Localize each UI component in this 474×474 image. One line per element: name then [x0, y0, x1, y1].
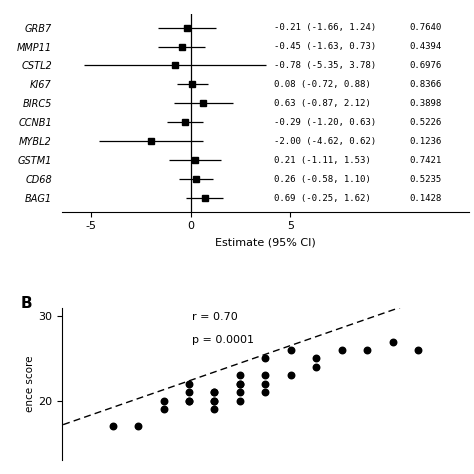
Text: 0.08 (-0.72, 0.88): 0.08 (-0.72, 0.88)	[274, 80, 371, 89]
Point	[236, 380, 244, 388]
Point	[338, 346, 346, 354]
Text: r = 0.70: r = 0.70	[192, 312, 238, 322]
Point	[210, 397, 218, 404]
Text: 0.1428: 0.1428	[410, 194, 442, 203]
Text: -0.29 (-1.20, 0.63): -0.29 (-1.20, 0.63)	[274, 118, 376, 127]
Point	[185, 397, 193, 404]
Point	[389, 338, 397, 346]
Point	[236, 380, 244, 388]
Point	[160, 405, 167, 413]
Point	[185, 397, 193, 404]
Text: 0.63 (-0.87, 2.12): 0.63 (-0.87, 2.12)	[274, 99, 371, 108]
Text: 0.4394: 0.4394	[410, 42, 442, 51]
Point	[160, 397, 167, 404]
Point	[236, 389, 244, 396]
Text: -0.78 (-5.35, 3.78): -0.78 (-5.35, 3.78)	[274, 61, 376, 70]
Point	[185, 380, 193, 388]
Text: 0.6976: 0.6976	[410, 61, 442, 70]
Point	[364, 346, 371, 354]
Point	[262, 389, 269, 396]
Point	[210, 397, 218, 404]
Point	[210, 389, 218, 396]
Point	[414, 346, 422, 354]
Text: -2.00 (-4.62, 0.62): -2.00 (-4.62, 0.62)	[274, 137, 376, 146]
Text: 0.5235: 0.5235	[410, 175, 442, 184]
Text: 0.5226: 0.5226	[410, 118, 442, 127]
Point	[312, 363, 320, 371]
Point	[287, 346, 295, 354]
Point	[312, 355, 320, 362]
Text: -0.21 (-1.66, 1.24): -0.21 (-1.66, 1.24)	[274, 23, 376, 32]
Point	[134, 422, 142, 430]
Text: 0.1236: 0.1236	[410, 137, 442, 146]
Point	[236, 372, 244, 379]
Text: 0.21 (-1.11, 1.53): 0.21 (-1.11, 1.53)	[274, 156, 371, 165]
Point	[236, 397, 244, 404]
Point	[287, 372, 295, 379]
Text: 0.3898: 0.3898	[410, 99, 442, 108]
Y-axis label: ence score: ence score	[25, 356, 35, 412]
Point	[210, 389, 218, 396]
Text: 0.69 (-0.25, 1.62): 0.69 (-0.25, 1.62)	[274, 194, 371, 203]
Text: B: B	[21, 296, 33, 310]
Text: p = 0.0001: p = 0.0001	[192, 335, 254, 345]
Text: -0.45 (-1.63, 0.73): -0.45 (-1.63, 0.73)	[274, 42, 376, 51]
X-axis label: Estimate (95% CI): Estimate (95% CI)	[215, 237, 316, 247]
Text: 0.26 (-0.58, 1.10): 0.26 (-0.58, 1.10)	[274, 175, 371, 184]
Point	[262, 372, 269, 379]
Text: 0.8366: 0.8366	[410, 80, 442, 89]
Point	[210, 405, 218, 413]
Point	[262, 355, 269, 362]
Point	[185, 389, 193, 396]
Text: 0.7421: 0.7421	[410, 156, 442, 165]
Point	[262, 380, 269, 388]
Point	[109, 422, 116, 430]
Text: 0.7640: 0.7640	[410, 23, 442, 32]
